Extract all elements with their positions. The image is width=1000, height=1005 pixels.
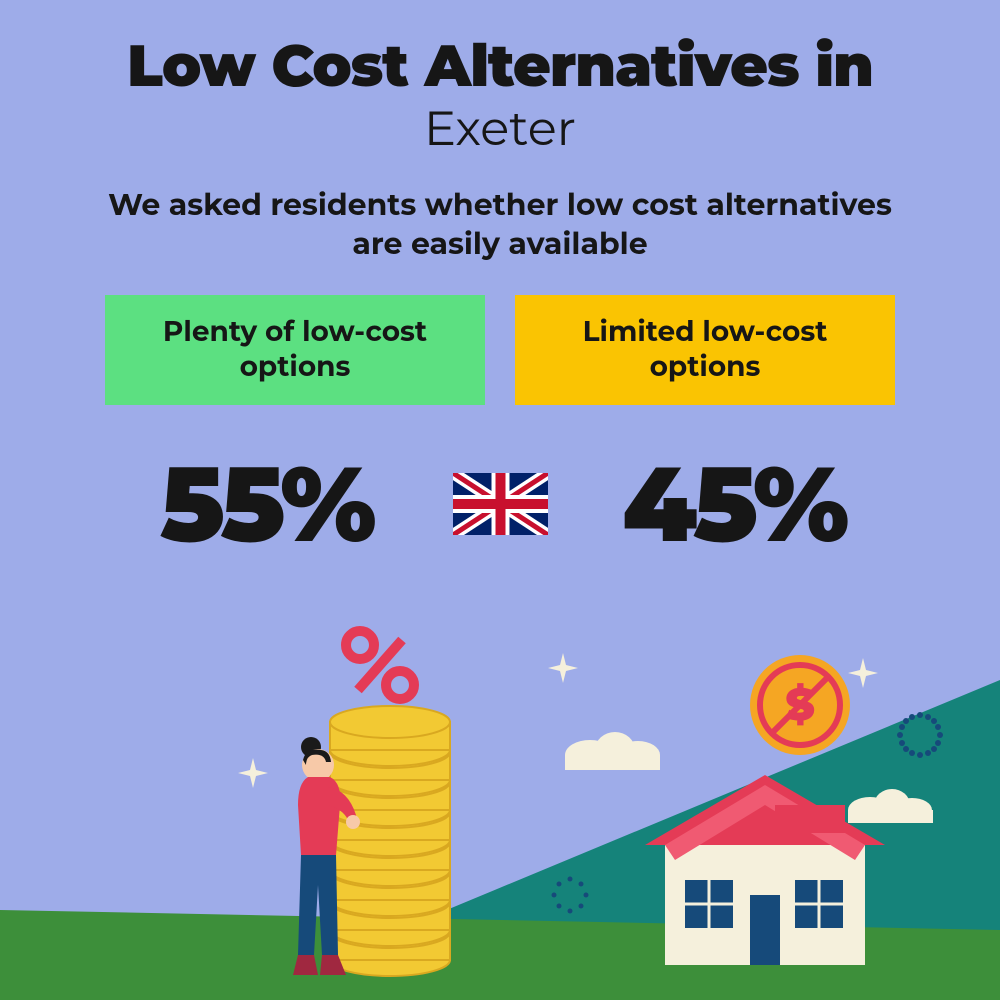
uk-flag-icon	[453, 473, 548, 535]
badge-limited: Limited low-cost options	[515, 295, 895, 405]
subtitle: We asked residents whether low cost alte…	[0, 185, 1000, 263]
svg-text:$: $	[785, 677, 815, 732]
title-line-1: Low Cost Alternatives in	[0, 30, 1000, 101]
infographic-container: Low Cost Alternatives in Exeter We asked…	[0, 0, 1000, 1000]
badges-row: Plenty of low-cost options Limited low-c…	[0, 295, 1000, 405]
percentages-row: 55% 45%	[0, 440, 1000, 568]
badge-plenty-label: Plenty of low-cost options	[135, 315, 455, 385]
pct-left: 55%	[80, 440, 453, 568]
badge-plenty: Plenty of low-cost options	[105, 295, 485, 405]
pct-right: 45%	[548, 440, 921, 568]
title-line-2: Exeter	[0, 100, 1000, 158]
badge-limited-label: Limited low-cost options	[545, 315, 865, 385]
illustration-scene: $	[0, 620, 1000, 1000]
